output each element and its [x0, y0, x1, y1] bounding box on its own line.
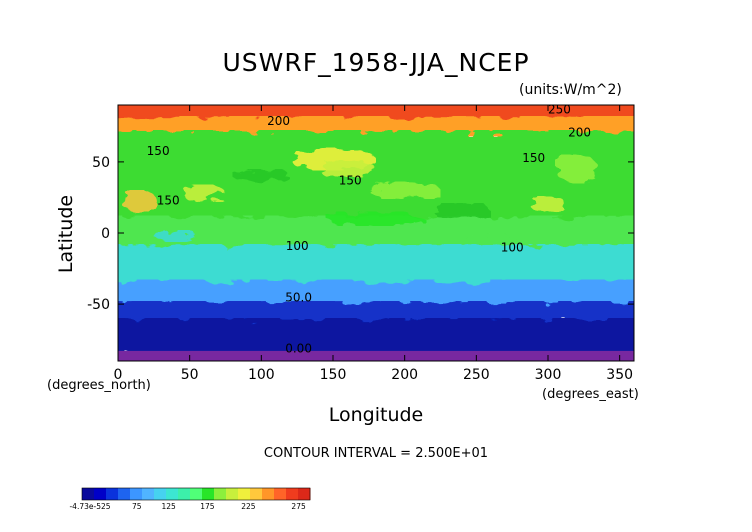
x-unit-label: (degrees_east): [542, 387, 639, 402]
x-tick-label: 300: [535, 367, 562, 383]
units-label: (units:W/m^2): [519, 82, 622, 98]
x-axis-ticks: 0 50 100 150 200 250 300 350: [114, 105, 633, 383]
x-tick-label: 0: [114, 367, 123, 383]
colorbar-swatch: [82, 488, 95, 500]
colorbar-swatch: [118, 488, 131, 500]
x-axis-label: Longitude: [328, 404, 424, 426]
heatmap-patch: [121, 190, 158, 214]
y-axis-label: Latitude: [55, 194, 77, 274]
contour-label: 150: [157, 194, 180, 208]
lat-band: [118, 350, 634, 361]
x-tick-label: 250: [463, 367, 490, 383]
colorbar-swatch: [190, 488, 203, 500]
heatmap-patches: [121, 147, 599, 248]
contour-label: 150: [522, 151, 545, 165]
contour-label: 100: [501, 240, 524, 254]
heatmap-patch: [530, 196, 566, 214]
colorbar-swatch: [214, 488, 227, 500]
y-tick-label: 0: [101, 226, 110, 242]
heatmap-patch: [368, 181, 441, 199]
heatmap-patch: [555, 154, 599, 184]
colorbar-swatch: [226, 488, 239, 500]
x-tick-label: 150: [320, 367, 347, 383]
lat-band: [118, 318, 634, 357]
colorbar-swatch: [178, 488, 191, 500]
heatmap-patch: [325, 211, 427, 226]
heatmap-bands: [118, 105, 634, 361]
colorbar-swatch: [166, 488, 179, 500]
colorbar-frame: [81, 487, 311, 501]
colorbar-swatch: [286, 488, 299, 500]
colorbar-swatch: [130, 488, 143, 500]
heatmap-patch: [153, 230, 197, 242]
contour-label: 150: [339, 174, 362, 188]
contour-label: 100: [286, 239, 309, 253]
contour-label: 200: [267, 114, 290, 128]
heatmap-patch: [433, 203, 491, 221]
colorbar-tick-label: 275: [291, 502, 306, 511]
y-tick-label: -50: [87, 297, 110, 313]
heatmap-patch: [462, 233, 520, 248]
x-tick-label: 50: [181, 367, 199, 383]
colorbar-swatch: [154, 488, 167, 500]
colorbar-swatch: [202, 488, 215, 500]
y-tick-label: 50: [92, 155, 110, 171]
colorbar-swatch: [262, 488, 275, 500]
colorbar-swatch: [94, 488, 107, 500]
colorbar-tick-label: 225: [241, 502, 256, 511]
colorbar: -4.73e-525 75 125 175 225 275: [69, 487, 311, 511]
colorbar-swatch: [274, 488, 287, 500]
colorbar-tick-label: 175: [200, 502, 215, 511]
heatmap-patch: [232, 169, 290, 184]
colorbar-tick-label: 125: [161, 502, 176, 511]
colorbar-swatch: [298, 488, 311, 500]
contour-label: 200: [568, 125, 591, 139]
heatmap-patch: [318, 160, 377, 178]
colorbar-tick-label: 75: [132, 502, 142, 511]
colorbar-tick-label: -4.73e-525: [69, 502, 110, 511]
colorbar-swatch: [106, 488, 119, 500]
y-unit-label: (degrees_north): [47, 378, 151, 393]
x-tick-label: 100: [248, 367, 275, 383]
contour-label: 0.00: [285, 341, 312, 355]
x-tick-label: 200: [391, 367, 418, 383]
contour-label: 150: [147, 144, 170, 158]
x-tick-label: 350: [606, 367, 633, 383]
y-axis-ticks: 50 0 -50: [87, 155, 634, 313]
contour-labels: 250 200 200 150 150 150 150 100 100 50.0 0.00: [147, 103, 591, 356]
contour-label: 250: [548, 103, 571, 117]
contour-label: 50.0: [285, 290, 312, 304]
colorbar-swatch: [250, 488, 263, 500]
colorbar-swatch: [142, 488, 155, 500]
contour-interval-label: CONTOUR INTERVAL = 2.500E+01: [263, 446, 489, 461]
colorbar-swatch: [238, 488, 251, 500]
heatmap-patch: [182, 184, 226, 202]
chart-title: USWRF_1958-JJA_NCEP: [222, 48, 530, 77]
lat-band: [118, 244, 634, 286]
